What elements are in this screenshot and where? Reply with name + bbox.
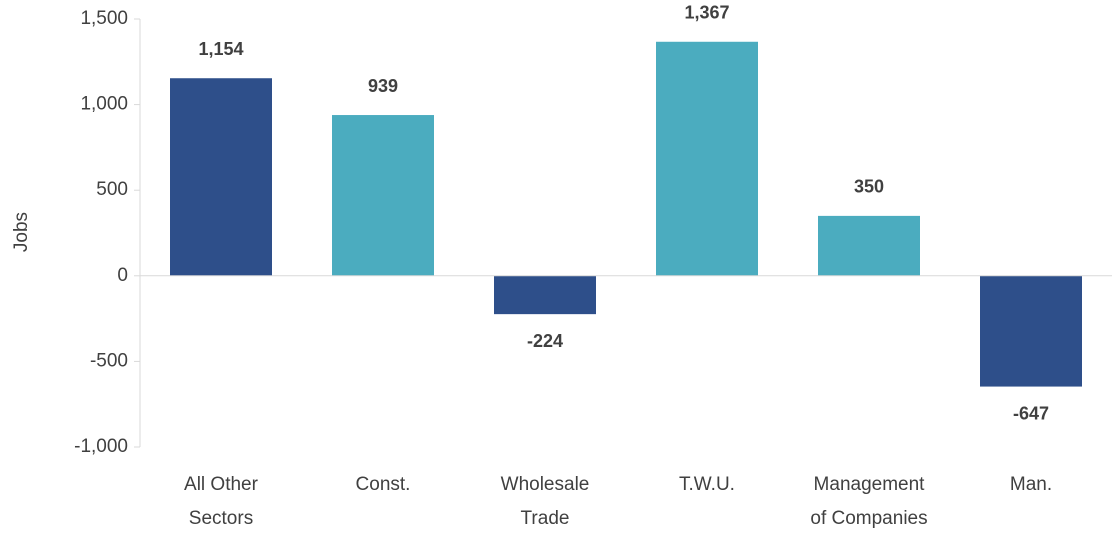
x-tick-label: Const. <box>356 474 411 495</box>
value-label: 350 <box>854 177 884 197</box>
y-tick-label: 500 <box>96 179 128 200</box>
y-tick-label: 1,500 <box>80 8 128 29</box>
bar <box>980 275 1082 387</box>
bar <box>170 78 272 276</box>
bar <box>494 275 596 315</box>
y-tick-label: -1,000 <box>74 436 128 457</box>
bar <box>332 115 434 276</box>
bar <box>656 41 758 276</box>
y-tick-label: -500 <box>90 350 128 371</box>
x-tick-label: Sectors <box>189 508 253 529</box>
x-tick-label: of Companies <box>810 508 927 529</box>
x-tick-label: Management <box>814 474 926 495</box>
value-label: 1,367 <box>684 3 729 23</box>
x-tick-label: T.W.U. <box>679 474 735 495</box>
value-label: -224 <box>527 331 563 351</box>
value-label: 1,154 <box>198 39 243 59</box>
x-tick-label: Wholesale <box>501 474 590 495</box>
value-label: -647 <box>1013 403 1049 423</box>
bar <box>818 215 920 276</box>
y-axis-label: Jobs <box>11 212 32 252</box>
x-tick-label: All Other <box>184 474 259 495</box>
x-tick-label: Trade <box>521 508 570 529</box>
y-tick-label: 1,000 <box>80 94 128 115</box>
value-label: 939 <box>368 76 398 96</box>
y-tick-label: 0 <box>117 265 128 286</box>
x-tick-label: Man. <box>1010 474 1052 495</box>
